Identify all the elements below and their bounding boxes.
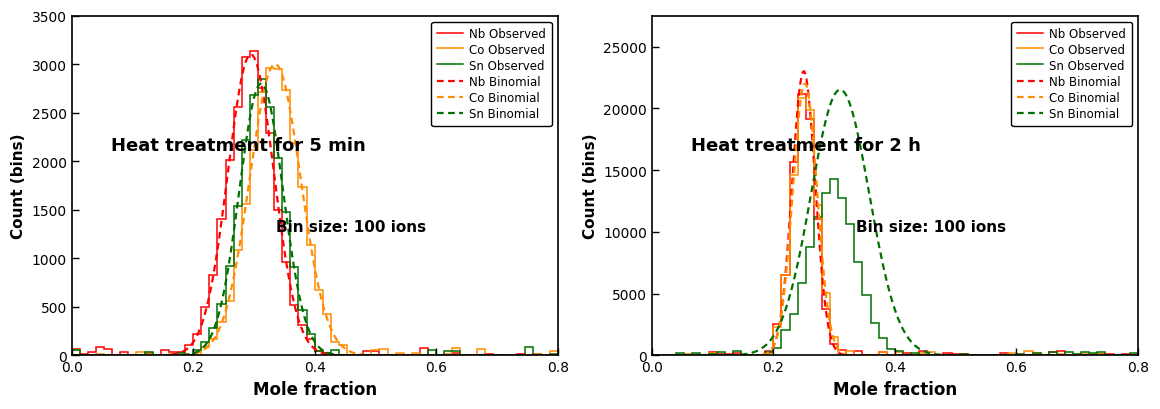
Sn Binomial (803, 197, 817, 202)
Legend: Nb Observed, Co Observed, Sn Observed, Nb Binomial, Co Binomial, Sn Binomial: Nb Observed, Co Observed, Sn Observed, N… (1012, 22, 1132, 127)
Sn Binomial (1000, 353, 1014, 358)
Nb Binomial (244, 53, 258, 58)
Line: Sn Binomial: Sn Binomial (652, 90, 1138, 355)
Sn Binomial (371, 353, 385, 358)
Co Binomial (798, 82, 812, 87)
Co Binomial (416, 353, 430, 358)
Nb Binomial (223, 153, 237, 158)
Nb Binomial (259, 106, 273, 111)
Co Binomial (1131, 353, 1145, 358)
Co Binomial (371, 353, 385, 358)
Sn Binomial (1131, 353, 1145, 358)
Co Binomial (645, 353, 659, 358)
Sn Binomial (996, 353, 1010, 358)
Line: Nb Binomial: Nb Binomial (72, 55, 558, 355)
Sn Binomial (703, 353, 717, 358)
Sn Binomial (259, 87, 273, 92)
Nb Binomial (645, 353, 659, 358)
Co Binomial (996, 353, 1010, 358)
X-axis label: Mole fraction: Mole fraction (833, 380, 957, 398)
Co Binomial (419, 353, 433, 358)
Y-axis label: Count (bins): Count (bins) (582, 133, 597, 239)
Co Binomial (805, 118, 819, 123)
Co Binomial (1000, 353, 1014, 358)
Sn Binomial (419, 353, 433, 358)
Sn Binomial (123, 353, 137, 358)
Legend: Nb Observed, Co Observed, Sn Observed, Nb Binomial, Co Binomial, Sn Binomial: Nb Observed, Co Observed, Sn Observed, N… (432, 22, 552, 127)
Nb Binomial (952, 353, 966, 358)
Co Binomial (123, 353, 137, 358)
Sn Binomial (645, 353, 659, 358)
Sn Binomial (834, 88, 848, 93)
Nb Binomial (805, 126, 819, 131)
Nb Binomial (419, 353, 433, 358)
Co Binomial (952, 353, 966, 358)
Sn Binomial (952, 353, 966, 358)
Line: Co Binomial: Co Binomial (72, 65, 558, 355)
X-axis label: Mole fraction: Mole fraction (253, 380, 377, 398)
Line: Co Binomial: Co Binomial (652, 84, 1138, 355)
Co Binomial (258, 89, 271, 94)
Text: Bin size: 100 ions: Bin size: 100 ions (856, 219, 1006, 234)
Y-axis label: Count (bins): Count (bins) (12, 133, 27, 239)
Co Binomial (268, 63, 282, 67)
Line: Nb Binomial: Nb Binomial (652, 72, 1138, 355)
Co Binomial (839, 352, 853, 357)
Text: Heat treatment for 2 h: Heat treatment for 2 h (690, 137, 921, 154)
Co Binomial (551, 353, 565, 358)
Sn Binomial (551, 353, 565, 358)
Nb Binomial (371, 353, 385, 358)
Nb Binomial (416, 353, 430, 358)
Sn Binomial (65, 353, 79, 358)
Nb Binomial (839, 353, 853, 357)
Nb Binomial (797, 70, 811, 74)
Text: Bin size: 100 ions: Bin size: 100 ions (276, 219, 426, 234)
Nb Binomial (123, 353, 137, 358)
Sn Binomial (839, 92, 853, 97)
Text: Heat treatment for 5 min: Heat treatment for 5 min (110, 137, 365, 154)
Co Binomial (703, 353, 717, 358)
Line: Sn Binomial: Sn Binomial (72, 84, 558, 355)
Sn Binomial (223, 255, 237, 260)
Nb Binomial (703, 353, 717, 358)
Nb Binomial (551, 353, 565, 358)
Co Binomial (65, 353, 79, 358)
Nb Binomial (65, 353, 79, 358)
Sn Binomial (255, 82, 269, 87)
Nb Binomial (1000, 353, 1014, 358)
Sn Binomial (416, 353, 430, 358)
Nb Binomial (1131, 353, 1145, 358)
Co Binomial (223, 292, 237, 297)
Nb Binomial (996, 353, 1010, 358)
